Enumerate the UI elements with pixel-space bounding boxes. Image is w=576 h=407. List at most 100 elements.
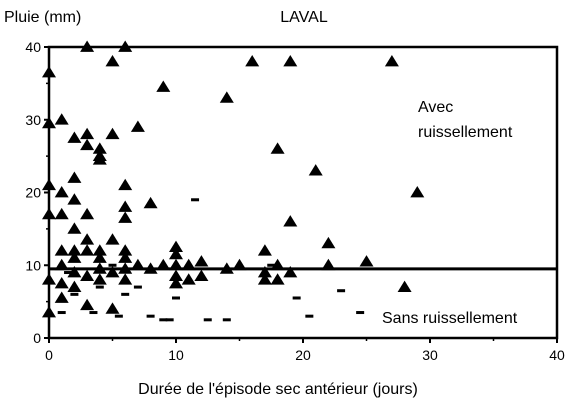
triangle-point: [80, 244, 95, 256]
triangle-point: [321, 236, 336, 249]
triangle-point: [80, 298, 95, 311]
triangle-point: [321, 258, 336, 271]
dash-point: [95, 285, 104, 289]
annotation-avec: Avec: [418, 99, 453, 116]
y-tick-label: 30: [25, 112, 41, 128]
dash-point: [64, 271, 73, 275]
triangle-point: [169, 240, 183, 252]
y-axis-label: Pluie (mm): [4, 9, 81, 26]
dash-point: [133, 285, 142, 289]
dash-point: [305, 314, 314, 318]
triangle-point: [54, 186, 69, 198]
x-tick-label: 40: [549, 347, 565, 363]
triangle-point: [169, 276, 183, 289]
triangle-point: [359, 255, 374, 267]
dash-point: [89, 311, 98, 315]
y-tick-label: 0: [33, 330, 41, 346]
triangle-point: [156, 80, 171, 92]
triangle-point: [92, 244, 107, 256]
triangle-point: [105, 233, 120, 245]
dash-point: [57, 311, 66, 315]
triangle-point: [257, 244, 272, 256]
triangle-point: [80, 207, 95, 220]
triangle-point: [283, 215, 298, 227]
triangle-point: [54, 258, 69, 271]
triangle-point: [42, 306, 56, 318]
triangle-point: [181, 273, 196, 285]
triangle-point: [42, 273, 56, 285]
triangle-point: [67, 222, 82, 234]
triangle-point: [42, 116, 56, 129]
triangle-point: [194, 269, 209, 282]
annotation-sans-ruissellement: Sans ruissellement: [382, 310, 518, 327]
triangle-point: [92, 153, 107, 165]
triangle-point: [67, 251, 82, 263]
triangle-point: [384, 55, 399, 67]
triangle-point: [169, 247, 183, 260]
triangle-point: [232, 258, 247, 271]
triangle-point: [118, 273, 133, 285]
triangle-point: [67, 193, 82, 205]
triangle-point: [92, 142, 107, 154]
triangle-point: [67, 131, 82, 143]
triangle-point: [42, 207, 56, 220]
triangle-point: [219, 91, 234, 103]
triangle-point: [257, 273, 272, 285]
triangle-point: [169, 269, 183, 282]
triangle-point: [92, 273, 107, 285]
triangle-point: [67, 244, 82, 256]
triangle-point: [169, 258, 183, 271]
data-points: [42, 40, 425, 322]
triangle-point: [80, 40, 95, 52]
triangle-point: [105, 302, 120, 314]
triangle-point: [67, 266, 82, 278]
dash-point: [356, 311, 365, 315]
y-axis-ticks: 0 10 20 30 40: [25, 39, 49, 346]
dash-point: [337, 289, 346, 293]
annotation-ruissellement: ruissellement: [418, 124, 513, 141]
triangle-point: [194, 255, 209, 267]
triangle-point: [92, 251, 107, 263]
triangle-point: [54, 113, 69, 125]
triangle-point: [270, 142, 285, 154]
dash-point: [108, 263, 117, 267]
triangle-point: [42, 65, 56, 78]
x-tick-label: 10: [168, 347, 184, 363]
y-tick-label: 10: [25, 257, 41, 273]
dash-point: [70, 292, 79, 296]
triangle-point: [118, 251, 133, 263]
triangle-point: [181, 258, 196, 271]
triangle-point: [130, 258, 145, 271]
x-tick-label: 20: [295, 347, 311, 363]
dash-point: [146, 314, 155, 318]
triangle-point: [283, 55, 298, 67]
dash-point: [172, 296, 180, 300]
dash-point: [159, 318, 168, 322]
dash-point: [191, 198, 200, 202]
triangle-point: [54, 207, 69, 220]
dash-point: [165, 318, 174, 322]
triangle-point: [118, 244, 133, 256]
triangle-point: [105, 55, 120, 67]
dash-point: [292, 296, 301, 300]
triangle-point: [54, 291, 69, 303]
triangle-point: [143, 196, 158, 209]
triangle-point: [118, 178, 133, 191]
triangle-point: [118, 200, 133, 212]
dash-point: [203, 318, 212, 322]
triangle-point: [80, 233, 95, 245]
y-tick-label: 20: [25, 185, 41, 201]
triangle-point: [308, 164, 323, 176]
triangle-point: [410, 186, 425, 198]
dash-point: [222, 318, 231, 322]
chart-title: LAVAL: [280, 9, 328, 26]
x-tick-label: 30: [422, 347, 438, 363]
triangle-point: [80, 269, 95, 282]
triangle-point: [283, 266, 298, 278]
triangle-point: [118, 40, 133, 52]
triangle-point: [54, 276, 69, 289]
dash-point: [121, 292, 130, 296]
triangle-point: [130, 120, 145, 132]
dash-point: [114, 314, 123, 318]
